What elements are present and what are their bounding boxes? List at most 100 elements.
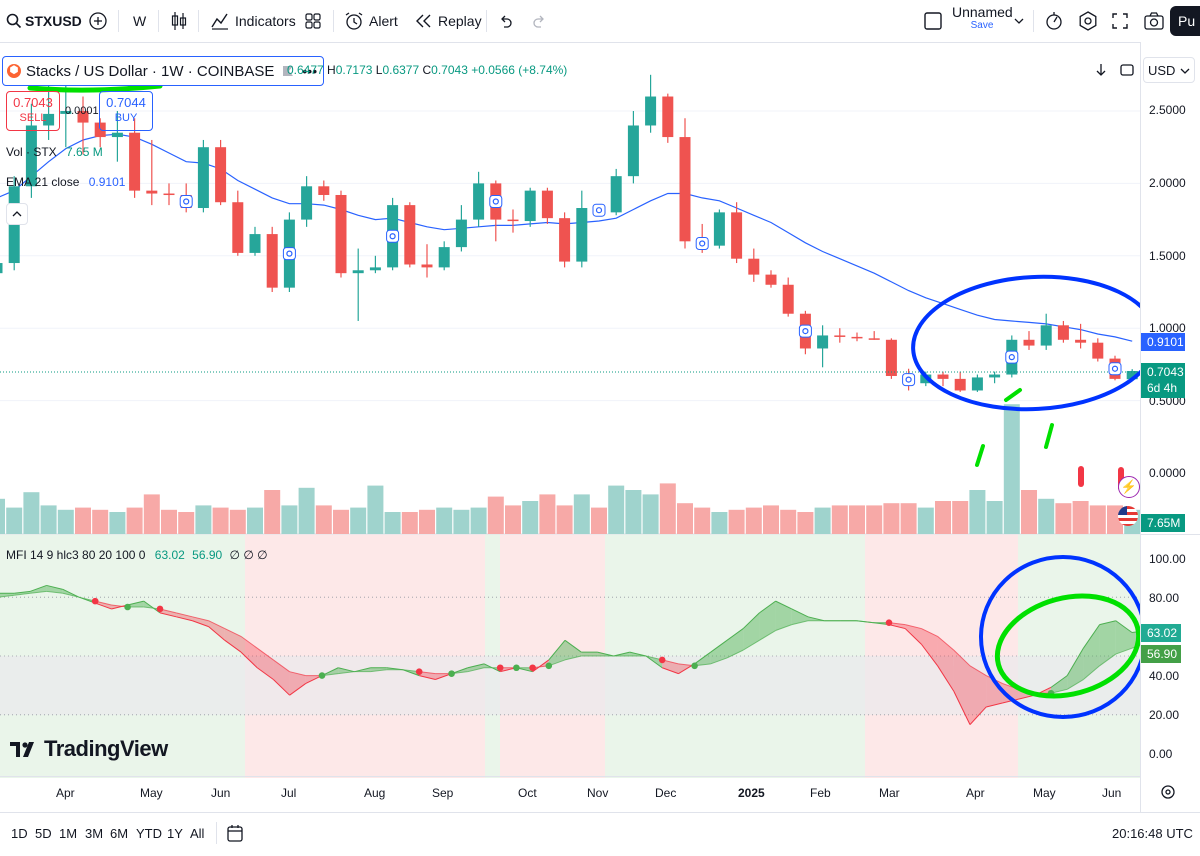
symbol-legend[interactable]: ⬢ Stacks / US Dollar · 1W · COINBASE ••• [2,56,325,86]
range-5d-button[interactable]: 5D [35,826,52,841]
mfi-empty-values: ∅ ∅ ∅ [229,548,268,562]
event-marker-icon[interactable] [1005,350,1019,364]
buy-button[interactable]: 0.7044 BUY [99,91,153,131]
range-all-button[interactable]: All [190,826,205,841]
mfi-line-segment [354,667,371,673]
indicators-button[interactable]: Indicators [210,8,296,34]
replay-button[interactable]: Replay [415,8,482,34]
time-label: Oct [518,786,537,800]
axis-settings-button[interactable] [1160,784,1176,805]
event-marker-frame [902,373,916,387]
volume-bar [642,494,659,534]
candle [421,244,433,278]
gear-icon [1161,785,1175,799]
candle-body [404,205,416,265]
candle [765,270,777,288]
volume-bar [350,507,367,534]
interval-button[interactable]: W [133,8,146,34]
maximize-pane-button[interactable] [1119,57,1135,83]
mfi-line-segment [1099,620,1116,626]
event-marker-icon[interactable] [179,195,193,208]
mfi-signal-segment [273,659,290,673]
candle-body [1023,339,1035,346]
price-scale[interactable] [1140,42,1200,812]
event-marker-icon[interactable] [1108,362,1122,376]
sell-button[interactable]: 0.7043 SELL [6,91,60,131]
range-1m-button[interactable]: 1M [59,826,78,841]
layouts-button[interactable] [304,8,322,34]
collapse-legend-button[interactable] [6,203,28,225]
currency-selector[interactable]: USD [1143,57,1195,83]
mfi-signal-segment [759,630,776,641]
settings-button[interactable] [1078,8,1098,34]
mfi-fill-segment [759,601,776,641]
compare-symbol-button[interactable] [88,8,108,34]
volume-legend[interactable]: Vol · STX 7.65 M [6,145,103,159]
mfi-fill-segment [160,608,177,617]
undo-button[interactable] [498,8,514,34]
candle [129,118,141,198]
event-marker-icon[interactable] [282,247,296,261]
mfi-legend[interactable]: MFI 14 9 hlc3 80 20 100 0 63.02 56.90 ∅ … [6,548,268,562]
bar-countdown: 6d 4h [1147,381,1178,395]
volume-bar [143,494,160,534]
symbol-label: STXUSD [25,13,82,29]
blue-annotation-circle [979,555,1140,719]
goto-date-button[interactable] [226,823,244,848]
layout-save-button[interactable]: Unnamed Save [952,4,1013,31]
ema-legend[interactable]: EMA 21 close 0.9101 [6,175,125,189]
volume-bar [814,507,831,534]
symbol-search-button[interactable]: STXUSD [6,8,82,34]
mfi-signal-segment [467,667,485,673]
time-label: Jun [1102,786,1122,800]
layout-menu-button[interactable] [1014,8,1024,34]
volume-bar [935,501,951,534]
event-marker-frame [1005,350,1019,364]
candle-body [1126,371,1138,380]
fullscreen-button[interactable] [1111,8,1129,34]
range-1y-button[interactable]: 1Y [167,826,183,841]
mfi-line-segment [953,691,971,725]
redo-icon [533,15,544,28]
alert-button[interactable]: Alert [344,8,398,34]
change-value: +0.0566 (+8.74%) [471,63,568,77]
us-flag-icon[interactable] [1118,506,1138,526]
range-ytd-button[interactable]: YTD [136,826,162,841]
mfi-signal-segment [791,620,809,626]
arrow-down-icon [1096,64,1106,76]
event-marker-icon[interactable] [592,203,606,217]
snapshot-button[interactable] [1143,8,1165,34]
event-marker-icon[interactable] [489,195,503,208]
blue-annotation-circle [911,274,1140,412]
range-3m-button[interactable]: 3M [85,826,104,841]
chart-canvas[interactable] [0,42,1140,812]
candle [679,118,691,249]
range-1d-button[interactable]: 1D [11,826,28,841]
event-marker-icon[interactable] [386,229,400,243]
chart-type-button[interactable] [170,8,188,34]
event-marker-icon[interactable] [798,324,812,338]
mfi-line-segment [467,663,485,669]
mfi-fill-segment [953,650,970,725]
tradingview-logo[interactable]: TradingView [10,736,168,762]
quick-search-button[interactable] [1044,8,1064,34]
lightning-icon[interactable]: ⚡ [1118,476,1140,498]
ema-legend-label: EMA 21 close [6,175,80,189]
volume-bar [591,507,607,534]
redo-button[interactable] [531,8,547,34]
publish-button[interactable]: Pu [1170,6,1200,36]
multi-select-checkbox[interactable] [923,8,943,34]
candle [1092,338,1104,362]
event-marker-icon[interactable] [695,236,709,250]
scroll-down-button[interactable] [1094,57,1108,83]
mfi-signal-segment [564,655,582,661]
event-marker-dot [905,376,912,383]
candle-body [111,132,123,138]
utc-clock[interactable]: 20:16:48 UTC [1112,826,1193,841]
candle [473,171,485,227]
candle-body [215,147,227,203]
mfi-signal-segment [775,624,792,631]
range-6m-button[interactable]: 6M [110,826,129,841]
event-marker-icon[interactable] [902,373,916,387]
candle-body [645,96,657,126]
